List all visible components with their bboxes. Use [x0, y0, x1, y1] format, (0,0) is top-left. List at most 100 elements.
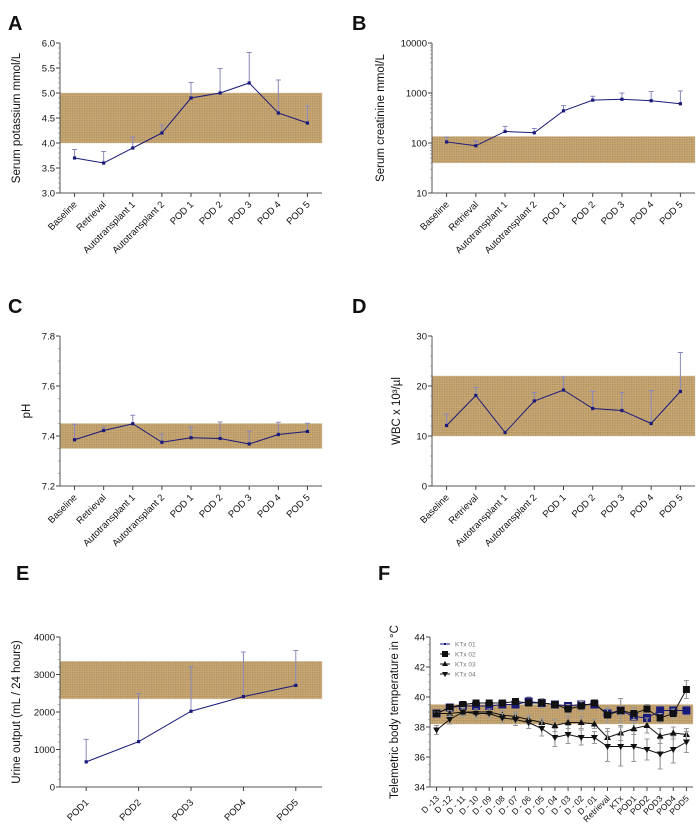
x-tick-label: POD 2 [570, 199, 598, 227]
y-tick-label: 7.6 [42, 382, 55, 393]
data-point [131, 146, 135, 150]
data-point [564, 705, 572, 713]
data-point [525, 720, 533, 726]
series-ktx-04 [433, 707, 690, 770]
x-tick-label: POD 3 [226, 199, 254, 227]
data-point [131, 422, 135, 426]
legend-marker [442, 651, 448, 657]
data-point [247, 81, 251, 85]
x-tick-label: Autotransplant 1 [453, 199, 510, 256]
data-point [474, 144, 478, 148]
data-point [617, 707, 625, 714]
y-tick-label: 10000 [401, 39, 427, 50]
x-tick-label: Autotransplant 2 [110, 199, 167, 256]
series-mean [444, 90, 683, 148]
panel-b: B 10 100 1000 10000 Serum creatinine mmol/L Ba… [352, 13, 696, 256]
x-tick-label: Autotransplant 2 [483, 199, 540, 256]
data-point [498, 699, 506, 707]
x-tick-label: POD 3 [599, 492, 627, 520]
y-tick-label: 7.4 [42, 432, 55, 443]
panel-letter: D [352, 296, 366, 318]
data-point [160, 131, 164, 135]
y-tick-label: 34 [414, 783, 425, 794]
data-point [472, 699, 480, 707]
y-tick-label: 44 [414, 633, 425, 644]
y-axis-title: Serum potassium mmol/L [11, 52, 23, 183]
x-tick-label: POD 3 [226, 492, 254, 520]
data-point [656, 714, 664, 722]
x-tick-label: POD 5 [658, 199, 686, 227]
data-point [590, 699, 598, 707]
x-tick-label: POD4 [222, 797, 248, 823]
x-tick-label: POD 1 [168, 199, 196, 227]
y-tick-label: 42 [414, 663, 425, 674]
data-point [630, 725, 638, 731]
data-point [218, 91, 222, 95]
x-tick-label: POD 3 [599, 199, 627, 227]
data-point [474, 393, 478, 398]
y-tick-label: 0 [50, 783, 55, 794]
series-mean [72, 52, 310, 165]
data-point [160, 440, 164, 444]
data-point [525, 699, 533, 707]
data-point [305, 121, 310, 125]
x-tick-label: Baseline [418, 199, 452, 233]
y-tick-label: 36 [414, 753, 425, 764]
data-point [247, 442, 251, 446]
data-point [649, 99, 653, 103]
data-point [551, 735, 559, 741]
data-point [511, 698, 519, 705]
panel-e: E 0 1000 2000 3000 4000 Urine output (mL / 24 … [11, 563, 323, 823]
x-tick-label: POD 2 [197, 199, 225, 227]
y-tick-label: 3.5 [42, 164, 55, 175]
data-point [72, 156, 77, 160]
data-point [485, 699, 493, 707]
data-point [276, 111, 280, 115]
legend-marker [444, 643, 446, 645]
data-point [276, 432, 280, 437]
data-point [433, 710, 441, 716]
panel-letter: A [8, 13, 22, 35]
x-tick-label: Baseline [418, 492, 452, 526]
y-axis-title: WBC x 10³/µl [391, 377, 403, 445]
x-tick-label: POD 4 [256, 199, 284, 227]
data-point [459, 701, 467, 708]
data-point [561, 109, 566, 113]
x-tick-label: Autotransplant 1 [453, 492, 510, 549]
data-point [189, 96, 193, 100]
data-point [620, 97, 624, 101]
data-point [551, 722, 559, 728]
y-tick-label: 40 [414, 693, 425, 704]
panel-letter: E [16, 563, 29, 585]
y-tick-label: 100 [411, 139, 427, 150]
data-point [590, 735, 598, 741]
data-point [498, 715, 506, 722]
panel-f: F 34 36 38 40 42 44 Telemetric body temperature… [378, 563, 694, 824]
data-point [485, 711, 493, 717]
x-tick-label: Autotransplant 1 [81, 492, 138, 549]
data-point [617, 744, 625, 750]
data-point [643, 747, 651, 753]
y-axis-title: Serum creatinine mmol/L [375, 53, 387, 181]
y-tick-label: 10 [416, 189, 427, 200]
data-point [472, 711, 480, 717]
data-point [630, 710, 638, 717]
data-point [532, 131, 536, 135]
y-tick-label: 4.0 [42, 139, 55, 150]
series-mean [72, 414, 310, 446]
y-axis-title: Telemetric body temperature in °C [389, 625, 401, 799]
data-point [682, 686, 690, 693]
data-point [590, 720, 598, 727]
y-tick-label: 5.5 [42, 64, 55, 75]
data-point [649, 421, 653, 426]
panel-letter: C [8, 296, 22, 318]
data-point [433, 727, 441, 734]
data-point [445, 140, 449, 144]
data-point [294, 683, 298, 687]
y-tick-label: 5.0 [42, 89, 55, 100]
data-point [591, 406, 595, 411]
data-point [538, 726, 546, 732]
data-point [656, 751, 664, 758]
y-tick-label: 0 [422, 482, 427, 493]
